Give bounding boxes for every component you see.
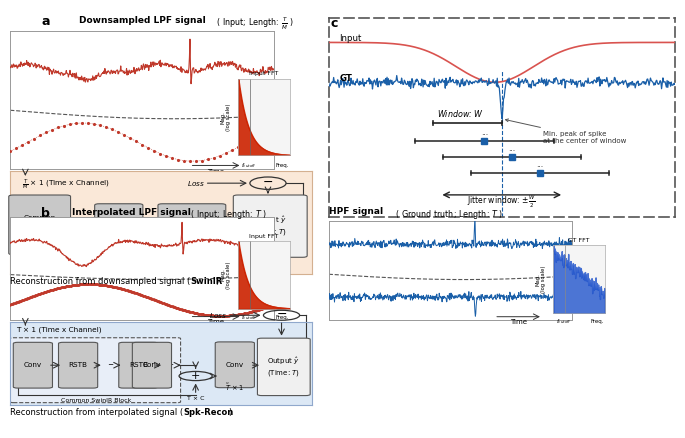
Text: Time: Time: [208, 169, 225, 175]
Text: ( Input; Length: $\frac{T}{M}$ ): ( Input; Length: $\frac{T}{M}$ ): [214, 16, 294, 32]
Text: Common SwinIR Block: Common SwinIR Block: [61, 399, 132, 403]
Text: $\frac{T}{M}$ × 1 (Time x Channel): $\frac{T}{M}$ × 1 (Time x Channel): [23, 178, 110, 192]
Text: Input: Input: [339, 34, 362, 43]
FancyBboxPatch shape: [132, 343, 171, 388]
Text: $f_{cutoff}$: $f_{cutoff}$: [241, 313, 256, 322]
Text: −: −: [263, 176, 273, 189]
Text: +: +: [191, 371, 200, 381]
FancyBboxPatch shape: [58, 343, 98, 388]
Text: RSTB: RSTB: [68, 362, 88, 368]
Text: Window: $W$: Window: $W$: [437, 108, 484, 119]
Text: Input FFT: Input FFT: [249, 71, 279, 76]
Text: Mag.
(log scale): Mag. (log scale): [220, 261, 231, 289]
Text: Input FFT: Input FFT: [249, 233, 279, 239]
FancyBboxPatch shape: [9, 195, 71, 255]
Text: T × 1: T × 1: [182, 248, 200, 254]
Text: PixelShuffle1D: PixelShuffle1D: [166, 222, 218, 228]
Text: Time: Time: [208, 319, 225, 325]
Text: $\tilde{T}$ × 1: $\tilde{T}$ × 1: [225, 382, 245, 393]
Text: Reconstruction from downsampled signal (: Reconstruction from downsampled signal (: [10, 277, 190, 286]
Text: $Loss$: $Loss$: [187, 179, 205, 188]
Text: Min. peak of spike
at the center of window: Min. peak of spike at the center of wind…: [506, 119, 627, 144]
Text: ...: ...: [508, 145, 516, 153]
Text: $Loss$: $Loss$: [210, 311, 227, 320]
Text: GT FFT: GT FFT: [569, 238, 590, 243]
FancyBboxPatch shape: [10, 338, 181, 403]
Text: $\frac{T}{M}$ × C: $\frac{T}{M}$ × C: [30, 251, 51, 265]
Text: HPF signal: HPF signal: [329, 207, 383, 216]
FancyBboxPatch shape: [215, 342, 254, 388]
Text: Conv: Conv: [24, 362, 42, 368]
FancyBboxPatch shape: [119, 343, 158, 388]
Text: Reconstruction from interpolated signal (: Reconstruction from interpolated signal …: [10, 408, 184, 417]
Text: ...: ...: [536, 160, 543, 170]
Text: Conv: Conv: [109, 220, 128, 230]
FancyBboxPatch shape: [234, 195, 307, 257]
Text: Freq.: Freq.: [275, 163, 289, 168]
Text: Downsampled LPF signal: Downsampled LPF signal: [79, 16, 206, 25]
Text: Interpolated LPF signal: Interpolated LPF signal: [72, 208, 191, 217]
FancyBboxPatch shape: [13, 343, 53, 388]
Text: Conv: Conv: [226, 362, 244, 368]
Text: a: a: [41, 15, 49, 28]
FancyBboxPatch shape: [95, 204, 143, 246]
Text: $f_{cutoff}$: $f_{cutoff}$: [241, 161, 256, 170]
FancyBboxPatch shape: [158, 204, 226, 246]
Text: T × 1 (Time x Channel): T × 1 (Time x Channel): [16, 326, 102, 332]
Text: −: −: [276, 308, 287, 321]
Text: Jitter window: $\pm\frac{W}{2}$: Jitter window: $\pm\frac{W}{2}$: [467, 194, 536, 210]
Text: Output $\hat{y}$
(Time: $T$): Output $\hat{y}$ (Time: $T$): [253, 215, 287, 237]
Text: b: b: [41, 207, 50, 220]
Text: Mag.
(log scale): Mag. (log scale): [220, 103, 231, 131]
Text: SwinIR: SwinIR: [190, 277, 223, 286]
Text: Output $\hat{y}$
(Time: $T$): Output $\hat{y}$ (Time: $T$): [267, 356, 300, 378]
Text: ─: ─: [108, 362, 112, 368]
Text: $f_{cutoff}$: $f_{cutoff}$: [556, 318, 571, 326]
Text: Conv: Conv: [143, 362, 161, 368]
Text: ...: ...: [481, 128, 488, 138]
Text: Time: Time: [510, 319, 527, 325]
Text: $\frac{T}{M}$ × M: $\frac{T}{M}$ × M: [108, 244, 129, 258]
Text: ─: ─: [168, 362, 172, 368]
Text: RSTB: RSTB: [129, 362, 148, 368]
Text: Freq.: Freq.: [275, 315, 289, 320]
Text: ): ): [228, 408, 232, 417]
Text: Common
SwinIR
Block: Common SwinIR Block: [23, 215, 55, 235]
Text: ): ): [216, 277, 219, 286]
Text: c: c: [330, 17, 338, 30]
Text: Spk-Recon: Spk-Recon: [183, 408, 233, 417]
Text: ( Input; Length: $T$ ): ( Input; Length: $T$ ): [188, 208, 266, 221]
FancyBboxPatch shape: [258, 338, 310, 396]
Text: Mag.
(log scale): Mag. (log scale): [535, 265, 546, 293]
Text: ( Ground truth; Length: $T$ ): ( Ground truth; Length: $T$ ): [393, 208, 503, 221]
Text: Freq.: Freq.: [590, 319, 604, 325]
Text: T × C: T × C: [187, 396, 204, 401]
Text: GT: GT: [339, 74, 352, 83]
